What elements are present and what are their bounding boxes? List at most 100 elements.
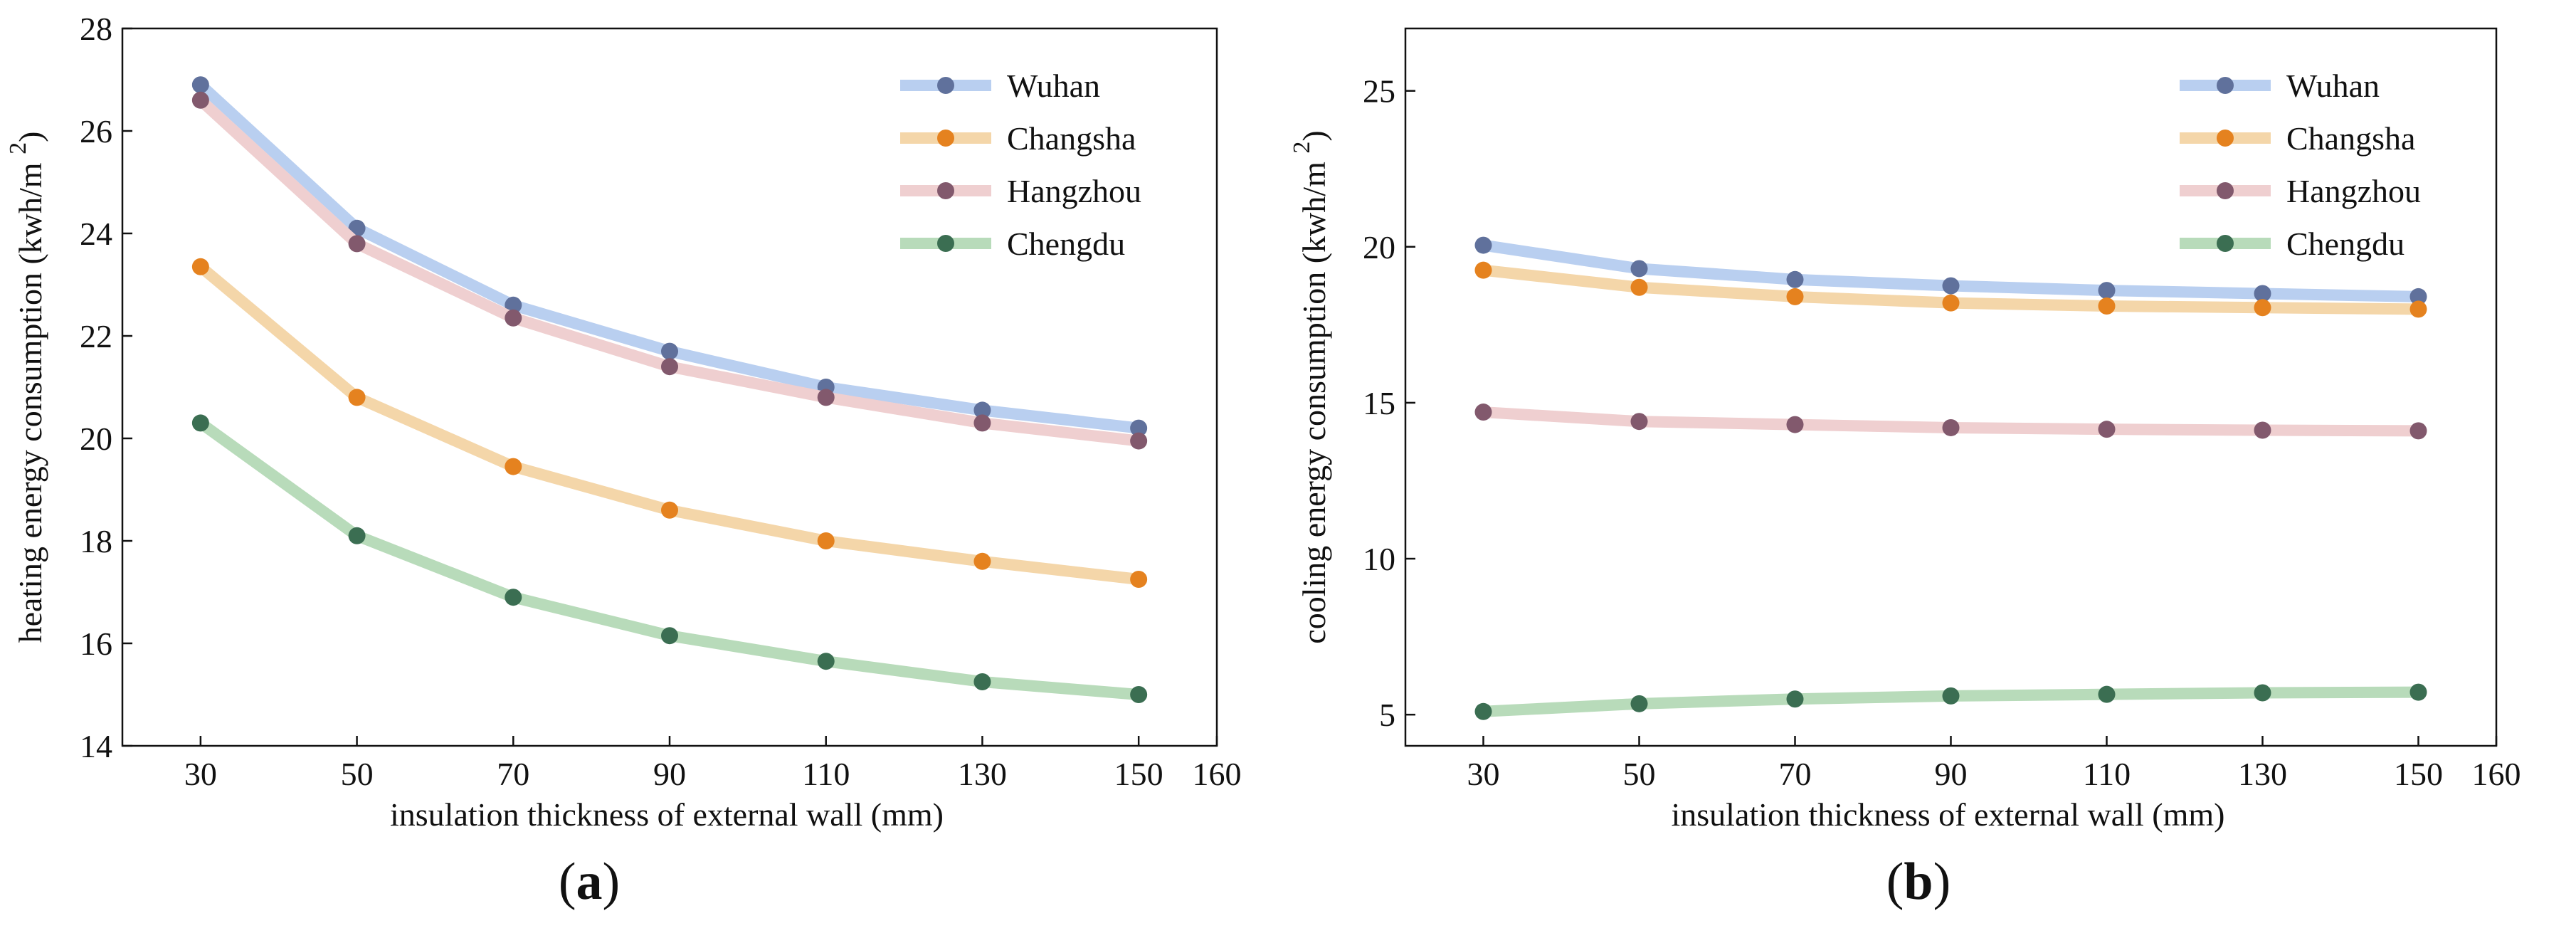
chart-a-series-changsha-point bbox=[1130, 571, 1148, 588]
chart-a-ylabel-main: heating energy consumption (kwh/m bbox=[12, 154, 48, 643]
chart-a-series-wuhan-point bbox=[661, 342, 678, 360]
chart-b-series-chengdu-point bbox=[2098, 685, 2116, 703]
chart-b-legend-hangzhou: Hangzhou bbox=[2180, 173, 2421, 209]
chart-a-series-chengdu-point bbox=[505, 589, 522, 606]
caption-a-label: a bbox=[576, 853, 603, 911]
chart-b-series-changsha-point bbox=[1942, 294, 1960, 312]
chart-b-series-wuhan-point bbox=[1630, 260, 1648, 278]
chart-b-series-changsha bbox=[1474, 261, 2427, 318]
chart-a-legend-hangzhou-marker bbox=[937, 182, 954, 199]
chart-b-legend-changsha-marker bbox=[2217, 130, 2234, 147]
chart-a-series-wuhan-point bbox=[973, 401, 991, 419]
chart-a-xtick-label: 70 bbox=[497, 756, 529, 792]
chart-panel-a: 30 50 70 90 110 130 150 160 14 16 18 20 22 24 26 28 insu… bbox=[5, 11, 1242, 833]
chart-b-series-wuhan-point bbox=[1474, 236, 1492, 254]
chart-b-series-chengdu-point bbox=[2254, 684, 2271, 702]
chart-b-xtick-label: 150 bbox=[2394, 756, 2443, 792]
chart-a-legend-changsha-marker bbox=[937, 130, 954, 147]
chart-b-ytick-label: 25 bbox=[1363, 73, 1395, 110]
caption-b-open: ( bbox=[1886, 853, 1904, 911]
chart-a-series-wuhan-point bbox=[191, 76, 209, 94]
chart-b-series-wuhan-point bbox=[2098, 282, 2116, 300]
chart-b-legend-chengdu: Chengdu bbox=[2180, 226, 2405, 262]
chart-a-series-chengdu bbox=[191, 414, 1148, 703]
chart-a-ytick-label: 20 bbox=[80, 421, 112, 457]
chart-a-legend-wuhan: Wuhan bbox=[900, 68, 1100, 104]
chart-a-xtick-label: 50 bbox=[341, 756, 374, 792]
chart-b-series-changsha-point bbox=[2098, 297, 2116, 315]
chart-panel-b: 30 50 70 90 110 130 150 160 5 10 15 20 25 insulation … bbox=[1289, 27, 2521, 833]
chart-b-ytick-label: 10 bbox=[1363, 541, 1395, 577]
chart-a-series-hangzhou-point bbox=[505, 309, 522, 327]
chart-b-xtick-label: 70 bbox=[1779, 756, 1812, 792]
chart-a-series-changsha-point bbox=[817, 532, 835, 549]
chart-b-series-hangzhou-point bbox=[1942, 418, 1960, 436]
chart-b-series-changsha-point bbox=[1474, 261, 1492, 279]
chart-a-legend-hangzhou-label: Hangzhou bbox=[1007, 173, 1141, 209]
chart-a-series-hangzhou-point bbox=[1130, 432, 1148, 450]
chart-b-ylabel-main: cooling energy consumption (kwh/m bbox=[1296, 154, 1332, 644]
chart-a-series-changsha-point bbox=[191, 258, 209, 275]
chart-b-series-wuhan-point bbox=[2409, 288, 2427, 305]
chart-b-xlabel: insulation thickness of external wall (m… bbox=[1672, 796, 2225, 833]
chart-a-series-chengdu-point bbox=[348, 527, 366, 544]
chart-a-series-changsha-point bbox=[505, 458, 522, 475]
caption-b: (b) bbox=[1886, 853, 1951, 911]
caption-b-label: b bbox=[1904, 853, 1933, 911]
chart-b-series-chengdu-point bbox=[1630, 695, 1648, 712]
chart-b-xtick-label: 30 bbox=[1467, 756, 1500, 792]
chart-b-ytick-label: 20 bbox=[1363, 229, 1395, 265]
chart-b-legend-changsha: Changsha bbox=[2180, 120, 2415, 157]
chart-a-ylabel-sup: 2 bbox=[5, 142, 31, 154]
chart-b-series-chengdu-point bbox=[1786, 690, 1804, 708]
chart-b-series-changsha-point bbox=[1630, 278, 1648, 296]
caption-a: (a) bbox=[559, 853, 620, 911]
chart-b-ytick-label: 15 bbox=[1363, 385, 1395, 421]
chart-a-series-hangzhou bbox=[191, 91, 1148, 450]
chart-b-xtick-label: 90 bbox=[1935, 756, 1968, 792]
chart-a-ytick-label: 28 bbox=[80, 11, 112, 47]
chart-a-series-changsha-point bbox=[348, 389, 366, 406]
caption-b-close: ) bbox=[1933, 853, 1951, 911]
chart-b-legend-changsha-label: Changsha bbox=[2286, 120, 2415, 157]
chart-b-ylabel-sup: 2 bbox=[1289, 142, 1315, 154]
chart-a-ytick-label: 18 bbox=[80, 523, 112, 559]
chart-a-series-hangzhou-point bbox=[661, 358, 678, 376]
chart-b-series-hangzhou-point bbox=[2254, 421, 2271, 439]
chart-a-xtick-label: 110 bbox=[802, 756, 850, 792]
chart-b-xtick-label: 110 bbox=[2083, 756, 2131, 792]
chart-b-ytick-label: 5 bbox=[1379, 697, 1395, 733]
chart-a-ytick-label: 14 bbox=[80, 728, 112, 764]
chart-a-legend-hangzhou: Hangzhou bbox=[900, 173, 1141, 209]
chart-a-series-chengdu-point bbox=[191, 414, 209, 432]
chart-a-ytick-label: 16 bbox=[80, 626, 112, 662]
chart-a-series-chengdu-point bbox=[817, 653, 835, 670]
chart-a-series-changsha-point bbox=[661, 501, 678, 519]
chart-b-series-chengdu-point bbox=[1474, 702, 1492, 720]
chart-a-series-hangzhou-point bbox=[973, 414, 991, 432]
chart-a-ytick-label: 24 bbox=[80, 216, 112, 252]
chart-a-ytick-label: 26 bbox=[80, 113, 112, 149]
chart-b-series-wuhan-point bbox=[1786, 270, 1804, 288]
chart-a-legend-chengdu: Chengdu bbox=[900, 226, 1125, 262]
chart-a-ylabel-close: ) bbox=[12, 132, 48, 142]
chart-a-xtick-label: 160 bbox=[1193, 756, 1242, 792]
chart-a-series-chengdu-point bbox=[973, 673, 991, 690]
chart-a-series-wuhan-line bbox=[194, 79, 1145, 434]
chart-a-legend-changsha: Changsha bbox=[900, 120, 1136, 157]
chart-a-series-changsha-point bbox=[973, 552, 991, 570]
chart-b-ylabel-close: ) bbox=[1296, 130, 1332, 141]
chart-b-series-chengdu bbox=[1474, 683, 2427, 720]
chart-a-xtick-label: 90 bbox=[653, 756, 686, 792]
chart-a-series-changsha bbox=[191, 258, 1148, 588]
chart-a-legend-chengdu-label: Chengdu bbox=[1007, 226, 1125, 262]
chart-b-series-hangzhou-point bbox=[1630, 413, 1648, 431]
chart-a-xtick-label: 30 bbox=[184, 756, 217, 792]
chart-b-series-changsha-point bbox=[2409, 300, 2427, 318]
chart-b-series-changsha-point bbox=[1786, 288, 1804, 305]
chart-b-series-hangzhou bbox=[1474, 404, 2427, 440]
caption-a-open: ( bbox=[559, 853, 576, 911]
chart-b-legend-hangzhou-label: Hangzhou bbox=[2286, 173, 2421, 209]
chart-a-ytick-label: 22 bbox=[80, 318, 112, 354]
